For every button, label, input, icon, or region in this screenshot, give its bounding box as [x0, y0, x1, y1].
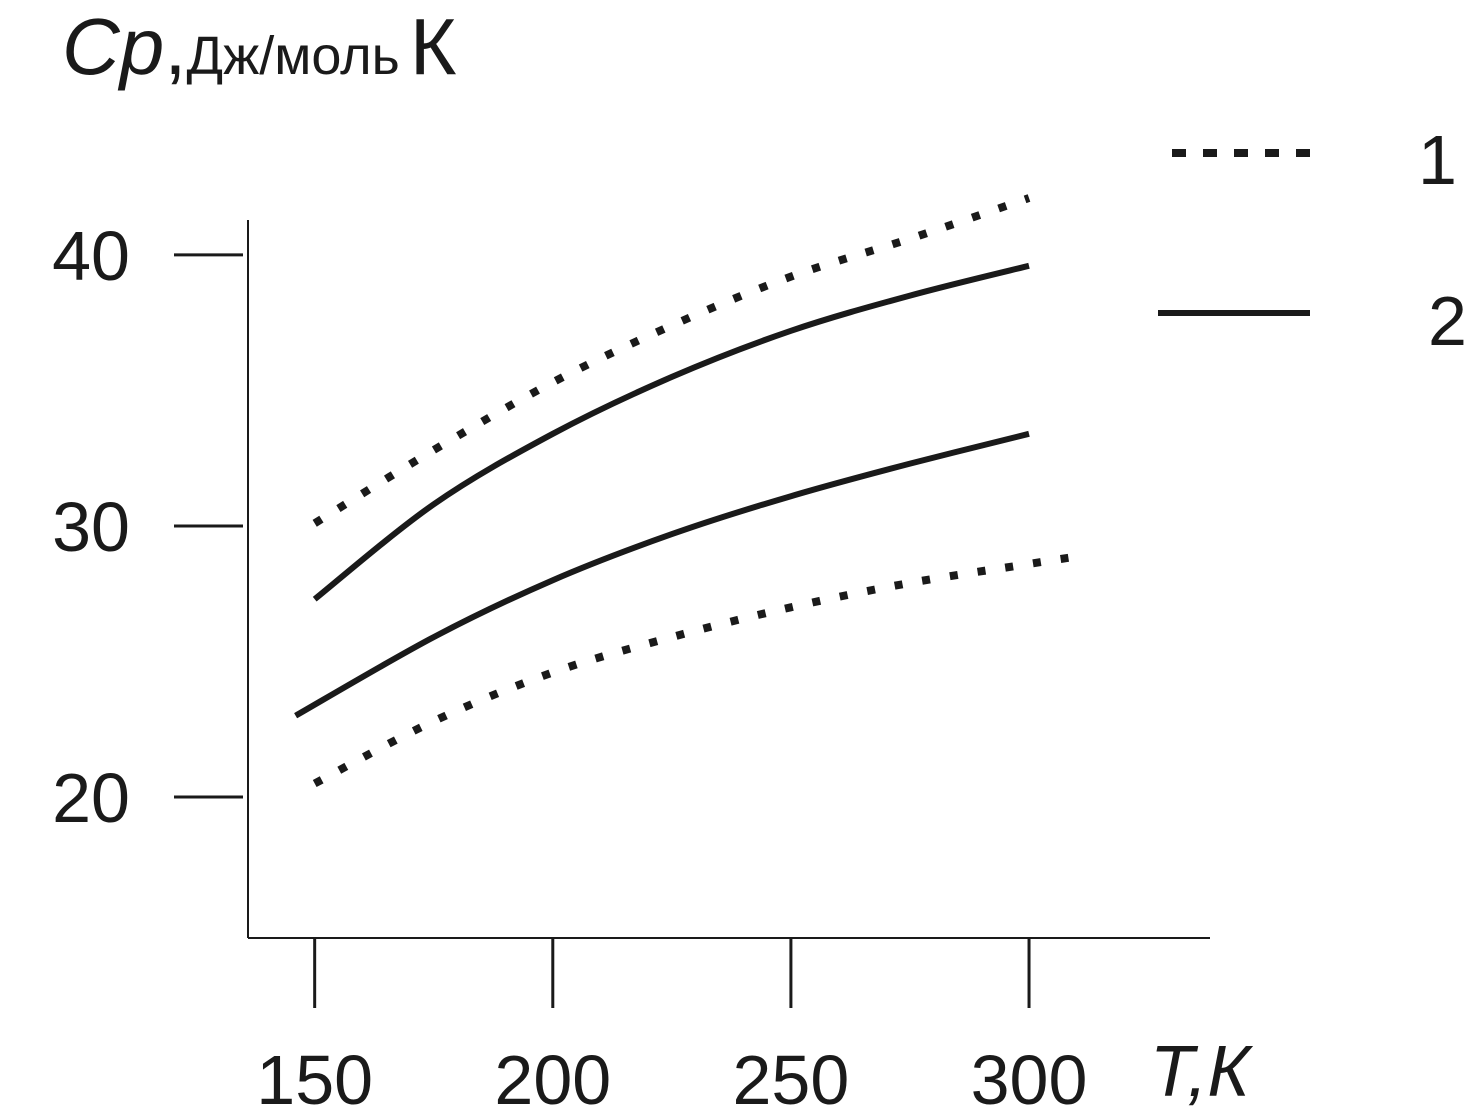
x-ticks: 150 200 250 300 [256, 938, 1087, 1109]
y-axis-symbol: Cp [62, 2, 164, 91]
y-axis-separator: , [164, 2, 186, 91]
x-tick-label-150: 150 [256, 1041, 373, 1109]
y-axis-units: Дж/моль [187, 26, 400, 86]
x-tick-label-250: 250 [733, 1041, 850, 1109]
series-line-4-dotted [312, 551, 1083, 788]
y-ticks: 20 30 40 [52, 217, 243, 837]
series-line-3-solid [294, 430, 1030, 719]
legend-label-1: 1 [1418, 121, 1457, 199]
series-group [294, 194, 1083, 788]
series-line-1-dotted [312, 194, 1031, 527]
series-line-2-solid [312, 262, 1030, 602]
y-tick-label-30: 30 [52, 488, 130, 566]
y-tick-label-40: 40 [52, 217, 130, 295]
y-tick-label-20: 20 [52, 759, 130, 837]
legend-label-2: 2 [1428, 282, 1467, 360]
x-axis-title: T,К [1150, 1032, 1253, 1109]
x-tick-label-200: 200 [494, 1041, 611, 1109]
x-tick-label-300: 300 [971, 1041, 1088, 1109]
y-axis-title: Cp,Дж/моль К [62, 2, 457, 91]
y-axis-unit-letter: К [410, 2, 457, 91]
legend: 1 2 [1158, 121, 1467, 360]
axes [247, 220, 1210, 939]
